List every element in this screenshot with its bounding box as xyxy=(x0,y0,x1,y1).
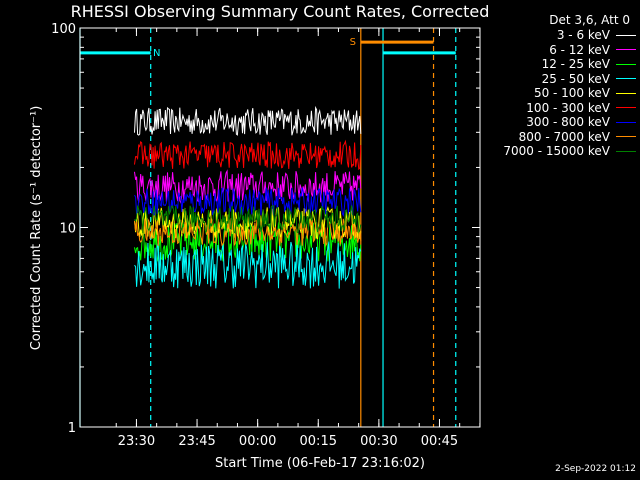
legend-item: 300 - 800 keV xyxy=(478,115,638,130)
legend-item: 800 - 7000 keV xyxy=(478,130,638,145)
legend-swatch xyxy=(616,63,636,65)
y-axis-label: Corrected Count Rate (s⁻¹ detector⁻¹) xyxy=(29,106,44,351)
legend-title: Det 3,6, Att 0 xyxy=(549,13,630,27)
chart-title: RHESSI Observing Summary Count Rates, Co… xyxy=(71,2,490,21)
legend-item-label: 100 - 300 keV xyxy=(526,100,610,115)
x-tick-label: 00:15 xyxy=(300,434,337,449)
y-tick-label: 100 xyxy=(51,22,76,37)
legend-swatch xyxy=(616,150,636,152)
series-line xyxy=(134,105,362,136)
legend-swatch xyxy=(616,136,636,138)
legend-item: 7000 - 15000 keV xyxy=(478,144,638,159)
legend-item: 25 - 50 keV xyxy=(478,72,638,87)
series-line xyxy=(134,169,362,205)
generation-timestamp: 2-Sep-2022 01:12 xyxy=(555,464,636,474)
legend-item-label: 50 - 100 keV xyxy=(533,86,610,101)
legend-item: 100 - 300 keV xyxy=(478,101,638,116)
legend-swatch xyxy=(616,121,636,123)
legend-item: 50 - 100 keV xyxy=(478,86,638,101)
y-tick-label: 1 xyxy=(68,421,76,436)
legend-item-label: 300 - 800 keV xyxy=(526,115,610,130)
legend-item-label: 7000 - 15000 keV xyxy=(503,144,610,159)
legend-item-label: 25 - 50 keV xyxy=(541,71,610,86)
series-line xyxy=(134,217,362,247)
legend-item-label: 800 - 7000 keV xyxy=(518,129,610,144)
legend-item: 6 - 12 keV xyxy=(478,43,638,58)
legend-swatch xyxy=(616,107,636,109)
legend-item: 12 - 25 keV xyxy=(478,57,638,72)
legend-swatch xyxy=(616,92,636,94)
legend-item-label: 12 - 25 keV xyxy=(541,57,610,72)
x-axis-label: Start Time (06-Feb-17 23:16:02) xyxy=(215,456,425,471)
legend-item: 3 - 6 keV xyxy=(478,28,638,43)
legend-swatch xyxy=(616,49,636,51)
x-tick-label: 00:45 xyxy=(421,434,458,449)
x-tick-label: 23:30 xyxy=(118,434,155,449)
flag-label: N xyxy=(153,48,160,59)
x-tick-label: 23:45 xyxy=(178,434,215,449)
y-tick-label: 10 xyxy=(59,222,76,237)
series-line xyxy=(134,205,362,235)
legend-swatch xyxy=(616,78,636,80)
x-tick-label: 00:00 xyxy=(239,434,276,449)
legend-entries: 3 - 6 keV 6 - 12 keV 12 - 25 keV 25 - 50 ke… xyxy=(478,28,638,159)
x-tick-label: 00:30 xyxy=(360,434,397,449)
legend: Det 3,6, Att 0 3 - 6 keV 6 - 12 keV 12 - 2… xyxy=(478,13,638,159)
legend-item-label: 3 - 6 keV xyxy=(556,28,610,43)
series-line xyxy=(134,139,362,171)
legend-swatch xyxy=(616,34,636,36)
axes: 1 10 100 23:30 23:45 00:00 00:15 00:30 00:45 xyxy=(51,22,481,449)
series-line xyxy=(134,186,362,218)
flag-label: S xyxy=(350,37,356,48)
series-line xyxy=(134,241,362,289)
legend-item-label: 6 - 12 keV xyxy=(549,42,610,57)
